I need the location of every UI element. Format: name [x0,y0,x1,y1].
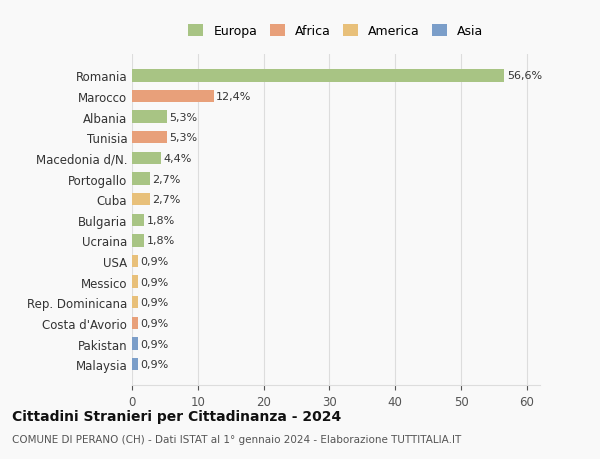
Legend: Europa, Africa, America, Asia: Europa, Africa, America, Asia [182,18,490,45]
Bar [132,276,138,288]
Text: 0,9%: 0,9% [140,359,169,369]
Text: 0,9%: 0,9% [140,339,169,349]
Bar [132,338,138,350]
Bar [132,132,167,144]
Text: 2,7%: 2,7% [152,195,181,205]
Text: 5,3%: 5,3% [170,112,197,123]
Text: 2,7%: 2,7% [152,174,181,184]
Text: 56,6%: 56,6% [507,71,542,81]
Text: 0,9%: 0,9% [140,277,169,287]
Bar [132,91,214,103]
Text: 12,4%: 12,4% [216,92,251,102]
Bar [132,317,138,330]
Bar [132,111,167,123]
Bar [132,235,144,247]
Text: 0,9%: 0,9% [140,318,169,328]
Text: COMUNE DI PERANO (CH) - Dati ISTAT al 1° gennaio 2024 - Elaborazione TUTTITALIA.: COMUNE DI PERANO (CH) - Dati ISTAT al 1°… [12,434,461,443]
Bar [132,297,138,309]
Bar [132,255,138,268]
Bar [132,152,161,165]
Text: 0,9%: 0,9% [140,297,169,308]
Bar [132,194,150,206]
Text: Cittadini Stranieri per Cittadinanza - 2024: Cittadini Stranieri per Cittadinanza - 2… [12,409,341,423]
Text: 1,8%: 1,8% [146,215,175,225]
Bar [132,70,505,83]
Text: 0,9%: 0,9% [140,257,169,267]
Bar [132,214,144,226]
Text: 1,8%: 1,8% [146,236,175,246]
Text: 5,3%: 5,3% [170,133,197,143]
Bar [132,173,150,185]
Text: 4,4%: 4,4% [164,154,192,163]
Bar [132,358,138,370]
